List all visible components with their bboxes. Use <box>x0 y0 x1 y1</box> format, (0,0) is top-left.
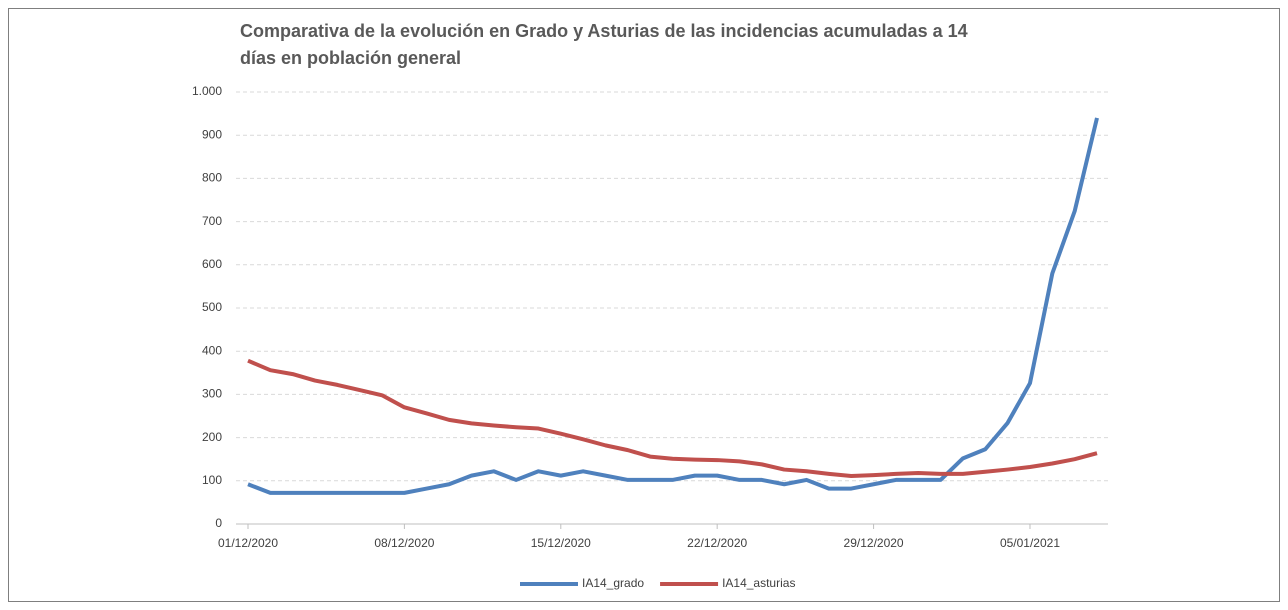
line-series <box>247 117 1099 495</box>
y-tick-label: 0 <box>215 516 222 530</box>
y-tick-label: 200 <box>202 430 222 444</box>
x-tick-label: 15/12/2020 <box>531 536 591 550</box>
x-tick-label: 22/12/2020 <box>687 536 747 550</box>
x-tick-label: 05/01/2021 <box>1000 536 1060 550</box>
y-tick-label: 500 <box>202 300 222 314</box>
legend-label: IA14_grado <box>582 576 644 590</box>
y-tick-label: 700 <box>202 214 222 228</box>
y-tick-label: 100 <box>202 473 222 487</box>
y-tick-label: 1.000 <box>192 84 222 98</box>
line-series <box>247 358 1098 479</box>
y-tick-label: 600 <box>202 257 222 271</box>
x-tick-label: 01/12/2020 <box>218 536 278 550</box>
y-tick-label: 400 <box>202 343 222 357</box>
y-tick-label: 900 <box>202 127 222 141</box>
x-tick-label: 29/12/2020 <box>844 536 904 550</box>
chart-frame <box>8 8 1280 602</box>
legend-label: IA14_asturias <box>722 576 795 590</box>
chart-title: Comparativa de la evolución en Grado y A… <box>240 21 968 68</box>
x-tick-label: 08/12/2020 <box>374 536 434 550</box>
y-tick-label: 300 <box>202 387 222 401</box>
y-tick-label: 800 <box>202 171 222 185</box>
